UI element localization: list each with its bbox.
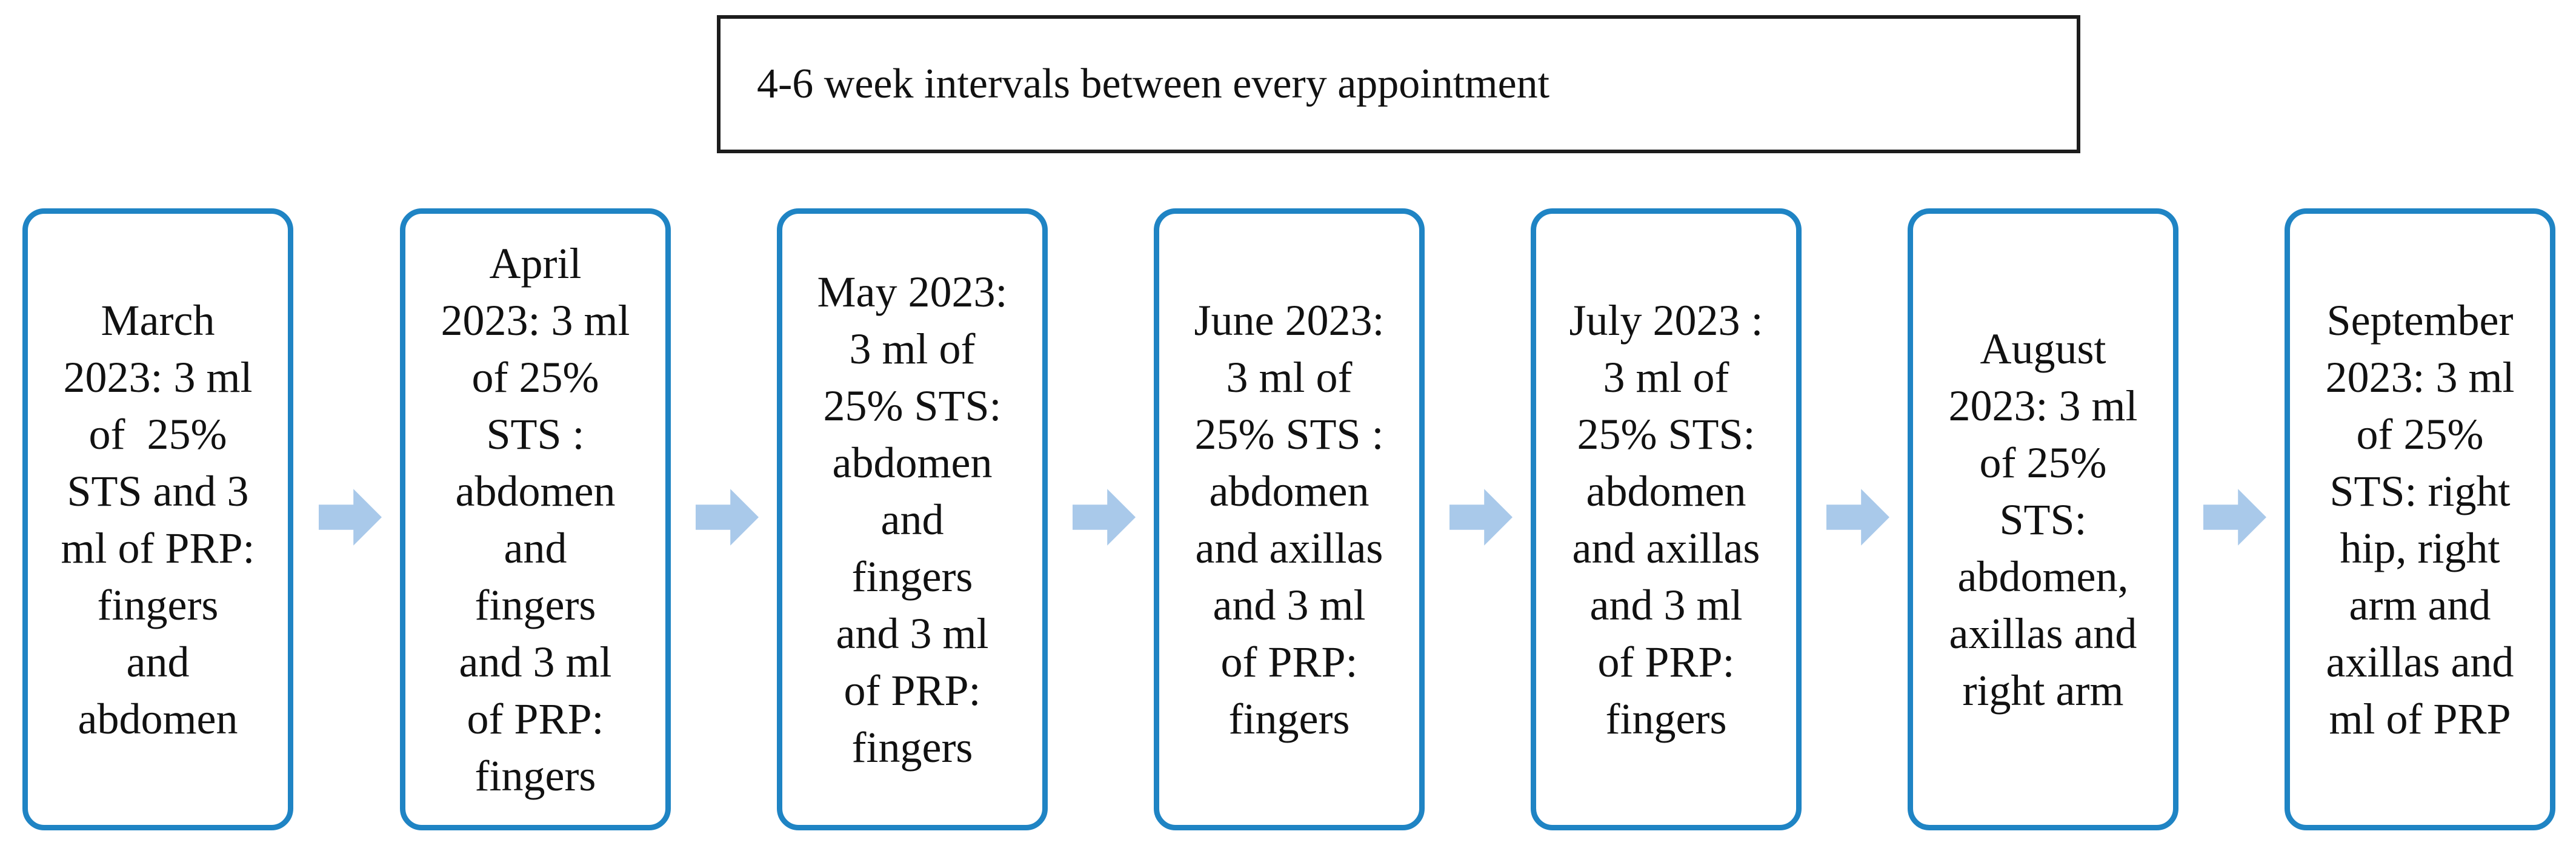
appointment-step-text: June 2023: 3 ml of 25% STS : abdomen and… — [1194, 292, 1385, 747]
right-arrow-icon — [1826, 486, 1889, 549]
step-line: June 2023: — [1194, 296, 1385, 345]
step-line: arm and — [2349, 580, 2491, 629]
step-line: abdomen — [1209, 466, 1370, 515]
step-line: and — [880, 495, 944, 544]
appointment-step-july: July 2023 : 3 ml of 25% STS: abdomen and… — [1531, 208, 1802, 830]
step-line: fingers — [1228, 694, 1350, 743]
step-line: August — [1980, 324, 2106, 373]
step-line: fingers — [474, 751, 596, 800]
step-line: 2023: 3 ml — [2325, 352, 2515, 402]
step-line: of 25% — [471, 352, 599, 402]
right-arrow-icon — [696, 486, 759, 549]
step-line: abdomen — [78, 694, 238, 743]
step-line: and 3 ml — [836, 609, 989, 658]
step-line: 2023: 3 ml — [1948, 381, 2138, 430]
interval-note-text: 4-6 week intervals between every appoint… — [757, 61, 1550, 107]
interval-note-box: 4-6 week intervals between every appoint… — [717, 15, 2080, 153]
step-line: abdomen — [455, 466, 616, 515]
appointment-step-june: June 2023: 3 ml of 25% STS : abdomen and… — [1154, 208, 1425, 830]
step-line: 25% STS : — [1194, 409, 1384, 458]
step-line: STS : — [486, 409, 585, 458]
step-line: 3 ml of — [1226, 352, 1353, 402]
appointment-step-april: April 2023: 3 ml of 25% STS : abdomen an… — [400, 208, 671, 830]
appointment-step-august: August 2023: 3 ml of 25% STS: abdomen, a… — [1908, 208, 2178, 830]
step-line: of 25% — [1979, 438, 2107, 487]
step-line: and — [504, 523, 567, 572]
step-line: fingers — [851, 552, 973, 601]
step-line: right arm — [1962, 666, 2124, 715]
step-line: of PRP: — [844, 666, 981, 715]
step-line: STS and 3 — [67, 466, 249, 515]
step-line: of 25% — [88, 409, 227, 458]
appointment-step-september: September 2023: 3 ml of 25% STS: right h… — [2285, 208, 2555, 830]
step-line: ml of PRP: — [61, 523, 255, 572]
step-line: 2023: 3 ml — [441, 296, 630, 345]
step-line: July 2023 : — [1569, 296, 1763, 345]
step-line: March — [101, 296, 215, 345]
appointment-step-text: March 2023: 3 ml of 25% STS and 3 ml of … — [61, 292, 255, 747]
appointment-step-text: May 2023: 3 ml of 25% STS: abdomen and f… — [817, 263, 1008, 776]
step-line: 25% STS: — [1577, 409, 1756, 458]
right-arrow-icon — [1073, 486, 1136, 549]
step-line: abdomen — [832, 438, 993, 487]
step-line: abdomen — [1586, 466, 1746, 515]
step-line: 2023: 3 ml — [63, 352, 253, 402]
step-line: September — [2326, 296, 2514, 345]
appointment-step-text: April 2023: 3 ml of 25% STS : abdomen an… — [441, 235, 630, 804]
step-line: axillas and — [2326, 637, 2514, 686]
step-line: and 3 ml — [459, 637, 612, 686]
step-line: 3 ml of — [849, 324, 976, 373]
step-line: axillas and — [1949, 609, 2137, 658]
step-line: fingers — [851, 723, 973, 772]
step-line: fingers — [474, 580, 596, 629]
step-line: May 2023: — [817, 267, 1008, 316]
step-line: of PRP: — [1220, 637, 1358, 686]
step-line: and axillas — [1195, 523, 1383, 572]
step-line: abdomen, — [1957, 552, 2129, 601]
appointment-step-march: March 2023: 3 ml of 25% STS and 3 ml of … — [22, 208, 293, 830]
step-line: fingers — [1605, 694, 1727, 743]
step-line: and axillas — [1572, 523, 1760, 572]
right-arrow-icon — [319, 486, 382, 549]
step-line: fingers — [97, 580, 219, 629]
step-line: April — [489, 239, 582, 288]
step-line: 25% STS: — [823, 381, 1002, 430]
step-line: 3 ml of — [1603, 352, 1729, 402]
step-line: and 3 ml — [1589, 580, 1743, 629]
step-line: STS: — [1999, 495, 2087, 544]
step-line: hip, right — [2340, 523, 2500, 572]
appointment-step-may: May 2023: 3 ml of 25% STS: abdomen and f… — [777, 208, 1048, 830]
step-line: of 25% — [2356, 409, 2484, 458]
appointment-step-text: July 2023 : 3 ml of 25% STS: abdomen and… — [1569, 292, 1763, 747]
step-line: and — [126, 637, 190, 686]
step-line: of PRP: — [467, 694, 604, 743]
right-arrow-icon — [2203, 486, 2266, 549]
step-line: and 3 ml — [1213, 580, 1366, 629]
appointment-step-text: September 2023: 3 ml of 25% STS: right h… — [2325, 292, 2514, 747]
right-arrow-icon — [1449, 486, 1513, 549]
step-line: ml of PRP — [2329, 694, 2511, 743]
step-line: STS: right — [2329, 466, 2511, 515]
appointment-step-text: August 2023: 3 ml of 25% STS: abdomen, a… — [1948, 320, 2137, 719]
step-line: of PRP: — [1597, 637, 1735, 686]
